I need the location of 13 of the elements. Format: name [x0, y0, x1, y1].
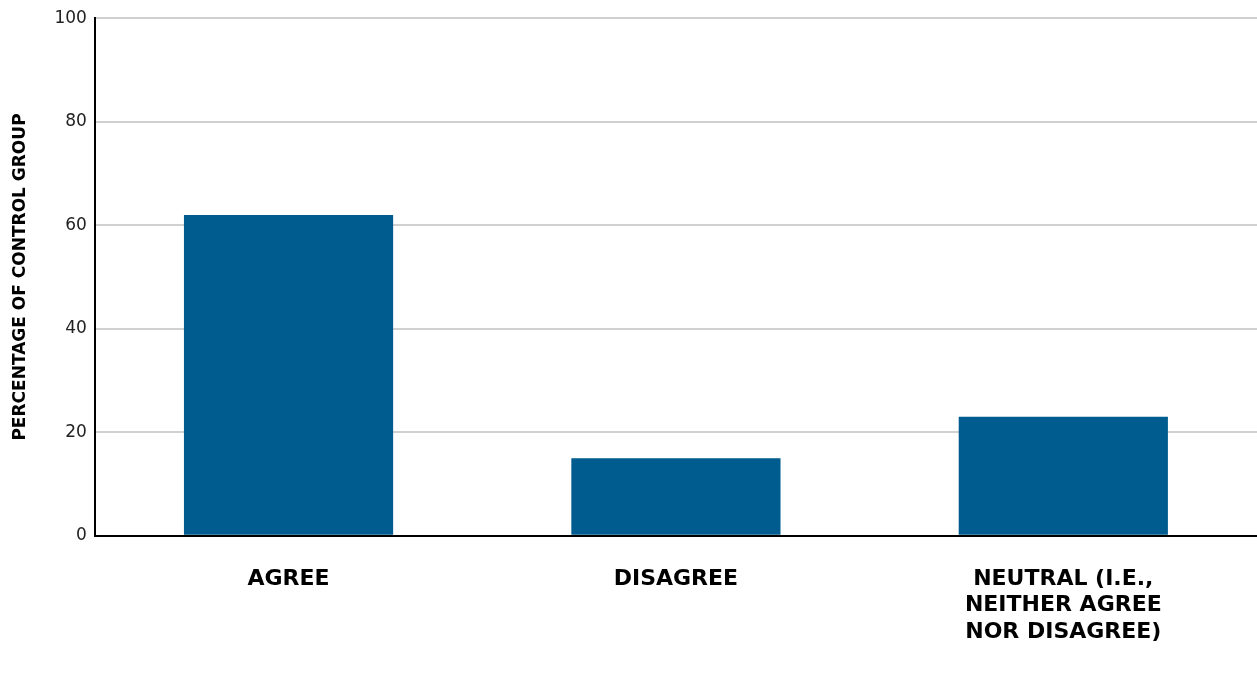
bar: [571, 458, 781, 535]
y-tick-label: 80: [65, 110, 87, 131]
bar: [183, 214, 394, 535]
x-tick-label: NEUTRAL (I.E., NEITHER AGREE NOR DISAGREE): [964, 564, 1162, 643]
x-tick-label: DISAGREE: [613, 564, 739, 590]
y-tick-label: 40: [65, 317, 87, 338]
y-tick-label: 0: [76, 524, 87, 545]
y-tick-label: 60: [65, 213, 87, 234]
x-tick-label: AGREE: [247, 564, 330, 590]
bar: [958, 416, 1168, 535]
y-tick-label: 20: [65, 420, 87, 441]
y-axis-title: PERCENTAGE OF CONTROL GROUP: [8, 113, 29, 441]
y-tick-label: 100: [54, 6, 87, 27]
